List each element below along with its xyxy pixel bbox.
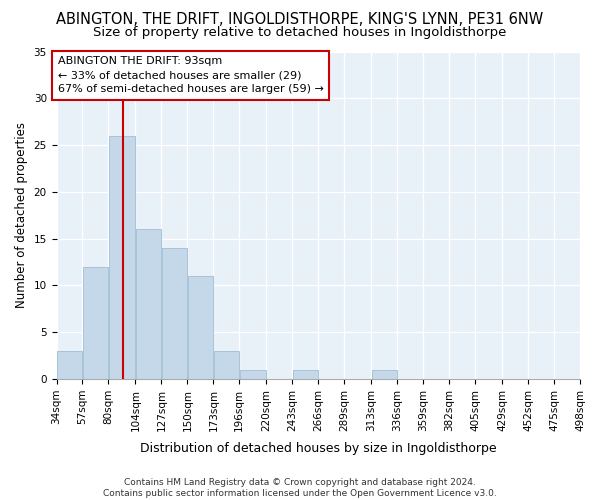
Text: Size of property relative to detached houses in Ingoldisthorpe: Size of property relative to detached ho…: [94, 26, 506, 39]
Bar: [214, 351, 239, 379]
Bar: [240, 370, 266, 379]
Bar: [83, 266, 108, 379]
Y-axis label: Number of detached properties: Number of detached properties: [15, 122, 28, 308]
Bar: [57, 351, 82, 379]
Bar: [372, 370, 397, 379]
Text: ABINGTON THE DRIFT: 93sqm
← 33% of detached houses are smaller (29)
67% of semi-: ABINGTON THE DRIFT: 93sqm ← 33% of detac…: [58, 56, 323, 94]
Text: ABINGTON, THE DRIFT, INGOLDISTHORPE, KING'S LYNN, PE31 6NW: ABINGTON, THE DRIFT, INGOLDISTHORPE, KIN…: [56, 12, 544, 28]
Bar: [162, 248, 187, 379]
X-axis label: Distribution of detached houses by size in Ingoldisthorpe: Distribution of detached houses by size …: [140, 442, 497, 455]
Text: Contains HM Land Registry data © Crown copyright and database right 2024.
Contai: Contains HM Land Registry data © Crown c…: [103, 478, 497, 498]
Bar: [188, 276, 213, 379]
Bar: [293, 370, 318, 379]
Bar: [136, 230, 161, 379]
Bar: [109, 136, 135, 379]
